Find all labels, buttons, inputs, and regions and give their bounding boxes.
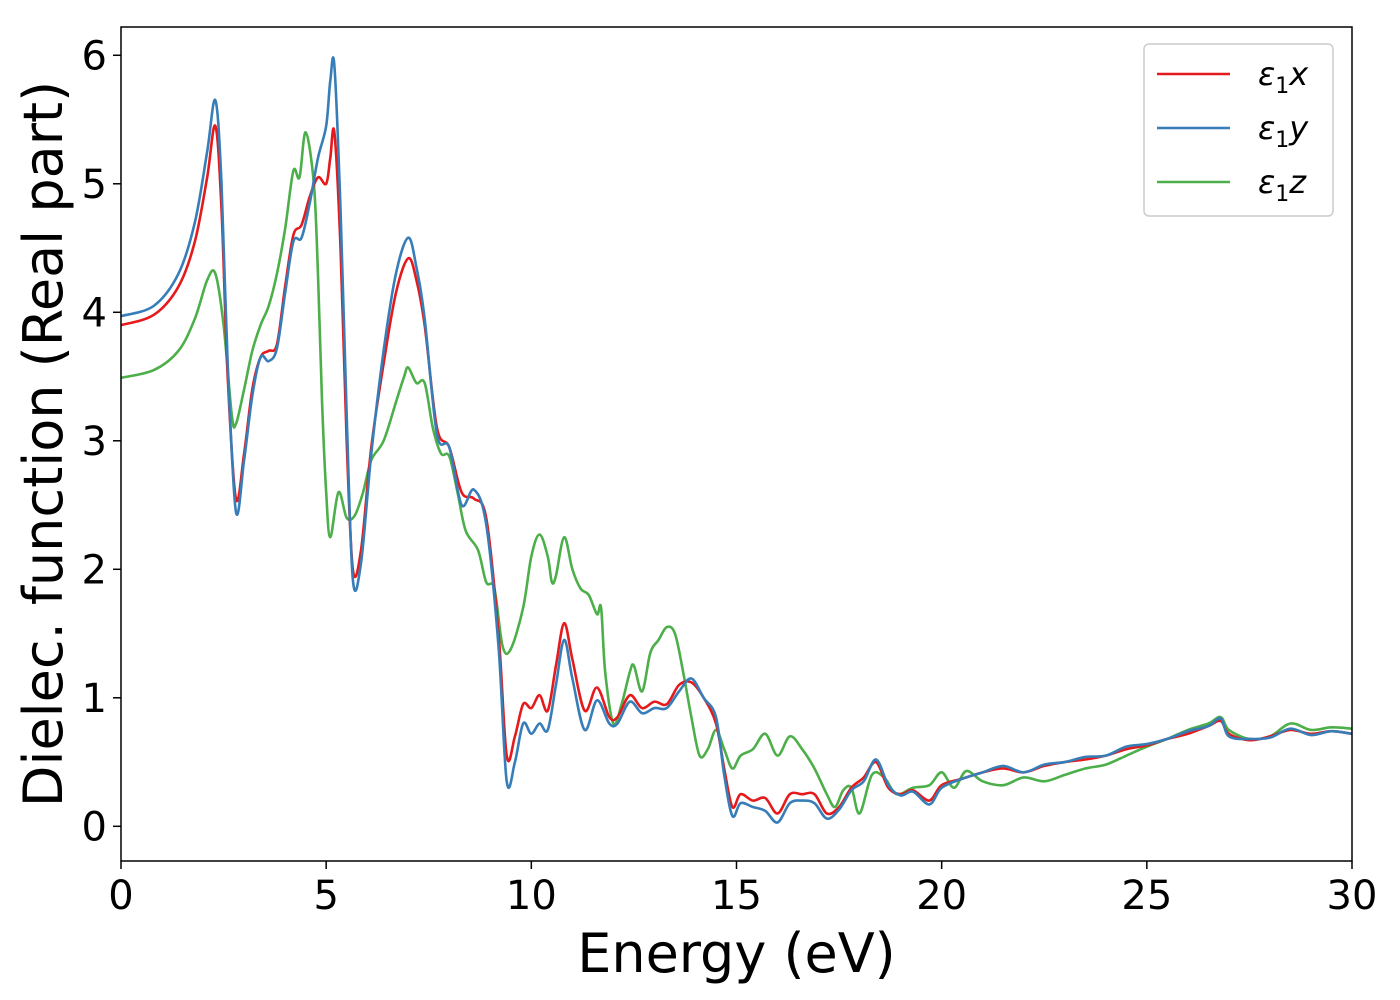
legend-box: [1143, 43, 1334, 217]
x-tick-label: 0: [108, 873, 133, 919]
x-tick-label: 25: [1121, 873, 1172, 919]
y-tick-label: 4: [82, 290, 107, 336]
series-layer: [121, 56, 1352, 824]
y-tick-label: 5: [82, 162, 107, 208]
y-tick-label: 2: [82, 547, 107, 593]
legend-label: ε1z: [1258, 163, 1307, 207]
legend-label: ε1y: [1258, 109, 1309, 153]
x-tick-label: 30: [1327, 873, 1378, 919]
x-tick-label: 10: [506, 873, 557, 919]
legend-items: ε1x ε1y ε1z: [1157, 55, 1309, 207]
x-tick-label: 15: [711, 873, 762, 919]
series-line-y: [121, 56, 1352, 824]
legend: ε1x ε1y ε1z: [1143, 43, 1334, 217]
y-tick-label: 6: [82, 33, 107, 79]
y-tick-label: 0: [82, 804, 107, 850]
y-tick-label: 3: [82, 419, 107, 465]
x-tick-label: 20: [916, 873, 967, 919]
legend-label: ε1x: [1258, 55, 1309, 99]
y-axis-title: Dielec. function (Real part): [12, 81, 75, 807]
series-line-z: [121, 131, 1352, 815]
x-axis-title: Energy (eV): [577, 922, 896, 985]
x-tick-label: 5: [313, 873, 338, 919]
x-axis-ticks: 0 5 10 15 20 25 30: [108, 861, 1377, 919]
y-tick-label: 1: [82, 676, 107, 722]
y-axis-ticks: 0 1 2 3 4 5 6: [82, 33, 121, 850]
